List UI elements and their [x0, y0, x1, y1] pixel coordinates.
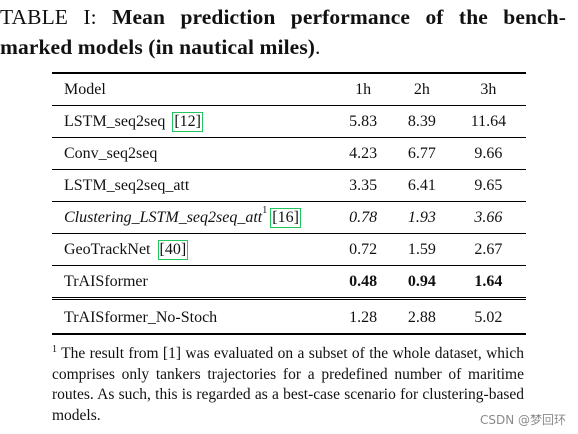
value-1h: 5.83: [349, 112, 378, 130]
caption-label: TABLE I:: [0, 5, 97, 29]
table-row: TrAISformer_No-Stoch 1.28 2.88 5.02: [52, 297, 526, 334]
model-name: GeoTrackNet: [64, 240, 151, 258]
value-3h: 2.67: [474, 240, 503, 258]
table-row: TrAISformer 0.48 0.94 1.64: [52, 265, 526, 299]
value-3h: 9.65: [474, 176, 503, 194]
value-2h: 1.93: [407, 208, 436, 226]
results-table: Model 1h 2h 3h LSTM_seq2seq [12] 5.83 8.…: [52, 72, 526, 335]
table-header-row: Model 1h 2h 3h: [52, 73, 526, 106]
citation-number: 40: [164, 240, 181, 258]
model-cell: LSTM_seq2seq [12]: [52, 106, 333, 138]
citation-number: 12: [179, 112, 196, 130]
caption-line-2: marked models (in nautical miles).: [0, 32, 566, 62]
caption-title-part1: Mean prediction performance of the bench…: [112, 5, 566, 29]
value-1h: 1.28: [333, 297, 393, 334]
value-3h: 3.66: [474, 208, 503, 226]
citation-link[interactable]: [40]: [157, 239, 189, 260]
footnote-number: 1: [52, 343, 57, 355]
table-row: LSTM_seq2seq [12] 5.83 8.39 11.64: [52, 105, 526, 138]
value-3h: 9.66: [474, 144, 503, 162]
value-1h: 0.48: [349, 272, 378, 290]
value-2h: 1.59: [407, 240, 436, 258]
value-1h: 3.35: [349, 176, 378, 194]
citation-link[interactable]: [16]: [270, 207, 301, 228]
value-2h: 2.88: [392, 297, 451, 334]
value-2h: 6.41: [407, 176, 436, 194]
header-model: Model: [64, 80, 106, 98]
value-2h: 6.77: [407, 144, 436, 162]
value-1h: 4.23: [349, 144, 378, 162]
model-name: Clustering_LSTM_seq2seq_att: [64, 208, 263, 226]
table-row: Clustering_LSTM_seq2seq_att1 [16] 0.78 1.…: [52, 201, 526, 234]
model-name: Conv_seq2seq: [64, 144, 158, 162]
model-name: TrAISformer_No-Stoch: [52, 297, 334, 334]
caption-title-part2: marked models (in nautical miles): [0, 35, 316, 59]
value-2h: 8.39: [407, 112, 436, 130]
header-1h: 1h: [355, 80, 372, 98]
value-2h: 0.94: [407, 272, 436, 290]
table-row: Conv_seq2seq 4.23 6.77 9.66: [52, 137, 526, 170]
footnote-text: The result from [1] was evaluated on a s…: [52, 345, 524, 424]
watermark: CSDN @梦回环: [479, 413, 566, 427]
value-3h: 11.64: [470, 112, 507, 130]
model-name: LSTM_seq2seq: [64, 112, 166, 130]
model-name: LSTM_seq2seq_att: [64, 176, 190, 194]
value-1h: 0.72: [349, 240, 378, 258]
caption-period: .: [315, 35, 321, 59]
citation-number: 16: [277, 208, 294, 226]
table-footnote: 1 The result from [1] was evaluated on a…: [52, 344, 524, 426]
footnote-marker[interactable]: 1: [262, 205, 268, 217]
model-cell: Clustering_LSTM_seq2seq_att1 [16]: [52, 202, 333, 234]
model-name: TrAISformer: [64, 272, 148, 290]
citation-link[interactable]: [12]: [172, 111, 203, 132]
results-table-container: Model 1h 2h 3h LSTM_seq2seq [12] 5.83 8.…: [52, 72, 526, 335]
table-row: GeoTrackNet [40] 0.72 1.59 2.67: [52, 233, 526, 266]
model-cell: GeoTrackNet [40]: [52, 234, 333, 266]
caption-line-1: TABLE I: Mean prediction performance of …: [0, 2, 566, 32]
header-3h: 3h: [480, 80, 497, 98]
table-row: LSTM_seq2seq_att 3.35 6.41 9.65: [52, 169, 526, 202]
value-3h: 5.02: [450, 297, 526, 334]
table-caption: TABLE I: Mean prediction performance of …: [0, 2, 566, 62]
value-1h: 0.78: [349, 208, 378, 226]
value-3h: 1.64: [474, 272, 503, 290]
header-2h: 2h: [413, 80, 430, 98]
